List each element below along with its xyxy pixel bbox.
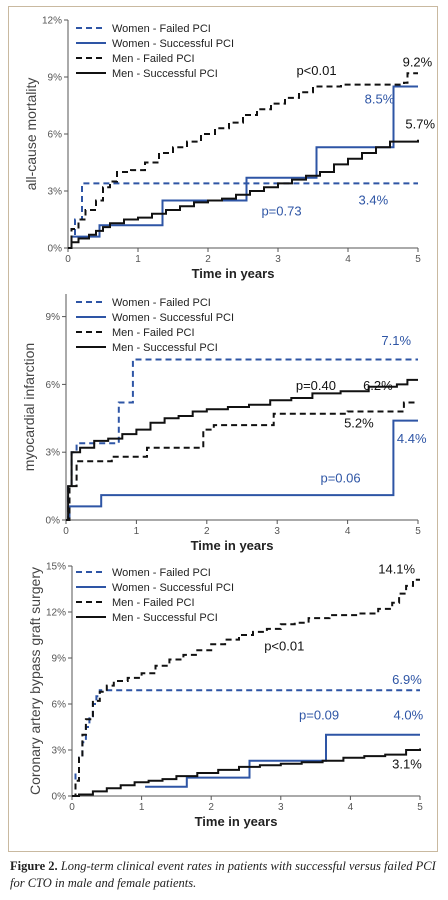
annotation-label: p=0.06 xyxy=(320,471,360,486)
y-tick-label: 9% xyxy=(52,654,67,665)
x-tick-label: 4 xyxy=(345,526,351,537)
legend-entry: Men - Failed PCI xyxy=(112,53,195,65)
legend-entry: Men - Successful PCI xyxy=(112,342,218,354)
legend-entry: Women - Failed PCI xyxy=(112,297,211,309)
x-tick-label: 2 xyxy=(204,526,210,537)
mortality-chart: 0% 3% 6% 9% 12% 0 1 2 3 4 5 Time in years all-cause … xyxy=(23,16,435,282)
annotation-label: 9.2% xyxy=(403,55,433,70)
annotation-label: 3.4% xyxy=(359,192,389,207)
y-tick-label: 12% xyxy=(42,16,62,27)
annotation-label: p=0.09 xyxy=(299,707,339,722)
caption-label: Figure 2. xyxy=(10,859,58,873)
x-tick-label: 3 xyxy=(274,526,280,537)
y-tick-label: 3% xyxy=(48,187,63,198)
x-axis-label: Time in years xyxy=(192,266,275,281)
annotation-label: p=0.73 xyxy=(261,204,301,219)
x-tick-label: 1 xyxy=(134,526,140,537)
legend-entry: Women - Successful PCI xyxy=(112,312,234,324)
annotation-label: 5.2% xyxy=(344,415,374,430)
annotation-label: p=0.40 xyxy=(296,378,336,393)
y-tick-label: 15% xyxy=(46,562,66,573)
x-tick-label: 0 xyxy=(65,254,71,265)
x-tick-label: 3 xyxy=(275,254,281,265)
series-line-men-successful-pci xyxy=(68,139,419,249)
series-line-women-successful-pci xyxy=(145,733,420,788)
series-line-men-successful-pci xyxy=(72,748,421,797)
y-tick-label: 0% xyxy=(46,516,61,527)
legend-entry: Men - Failed PCI xyxy=(112,597,195,609)
annotation-label: 4.0% xyxy=(394,707,424,722)
annotation-label: p<0.01 xyxy=(264,638,304,653)
y-tick-label: 3% xyxy=(52,746,67,757)
x-tick-label: 0 xyxy=(63,526,69,537)
series-line-men-successful-pci xyxy=(66,378,418,521)
x-tick-label: 5 xyxy=(417,802,423,813)
y-axis-label: Coronary artery bypass graft surgery xyxy=(27,567,43,795)
annotation-label: p<0.01 xyxy=(296,63,336,78)
x-tick-label: 1 xyxy=(135,254,141,265)
series-line-men-failed-pci xyxy=(72,578,420,797)
y-tick-label: 9% xyxy=(46,312,61,323)
legend-entry: Women - Successful PCI xyxy=(112,38,234,50)
y-tick-label: 0% xyxy=(48,244,63,255)
x-tick-label: 5 xyxy=(415,254,421,265)
annotation-label: 8.5% xyxy=(365,92,395,107)
y-tick-label: 6% xyxy=(46,380,61,391)
legend-entry: Men - Successful PCI xyxy=(112,68,218,80)
legend-entry: Men - Failed PCI xyxy=(112,327,195,339)
annotation-label: 6.9% xyxy=(392,672,422,687)
y-tick-label: 0% xyxy=(52,792,67,803)
legend-entry: Men - Successful PCI xyxy=(112,612,218,624)
annotation-label: 14.1% xyxy=(378,562,415,577)
annotation-label: 5.7% xyxy=(405,116,435,131)
x-tick-label: 2 xyxy=(205,254,211,265)
y-tick-label: 9% xyxy=(48,73,63,84)
y-tick-label: 3% xyxy=(46,448,61,459)
x-tick-label: 3 xyxy=(278,802,284,813)
series-line-men-failed-pci xyxy=(66,401,418,521)
mi-chart: 0% 3% 6% 9% 0 1 2 3 4 5 Time in years myocardial in… xyxy=(21,294,427,553)
annotation-label: 7.1% xyxy=(381,333,411,348)
annotation-label: 3.1% xyxy=(392,756,422,771)
series-line-women-failed-pci xyxy=(72,689,420,797)
y-axis-label: all-cause mortality xyxy=(23,78,39,191)
series-line-women-successful-pci xyxy=(66,419,418,521)
legend-entry: Women - Successful PCI xyxy=(112,582,234,594)
y-tick-label: 6% xyxy=(52,700,67,711)
x-tick-label: 2 xyxy=(208,802,214,813)
x-tick-label: 4 xyxy=(345,254,351,265)
x-axis-label: Time in years xyxy=(195,814,278,829)
y-axis-label: myocardial infarction xyxy=(21,343,37,471)
figure-caption: Figure 2. Long-term clinical event rates… xyxy=(10,858,440,892)
y-tick-label: 6% xyxy=(48,130,63,141)
caption-text: Long-term clinical event rates in patien… xyxy=(10,859,436,890)
x-tick-label: 0 xyxy=(69,802,75,813)
series-line-men-failed-pci xyxy=(68,72,418,249)
annotation-label: 4.4% xyxy=(397,431,427,446)
legend-entry: Women - Failed PCI xyxy=(112,23,211,35)
y-tick-label: 12% xyxy=(46,608,66,619)
x-tick-label: 5 xyxy=(415,526,421,537)
cabg-chart: 0% 3% 6% 9% 12% 15% 0 1 2 3 4 5 Time in years Coronar… xyxy=(27,562,424,830)
legend-entry: Women - Failed PCI xyxy=(112,567,211,579)
x-tick-label: 1 xyxy=(139,802,145,813)
x-tick-label: 4 xyxy=(348,802,354,813)
annotation-label: 6.2% xyxy=(363,378,393,393)
x-axis-label: Time in years xyxy=(191,538,274,553)
